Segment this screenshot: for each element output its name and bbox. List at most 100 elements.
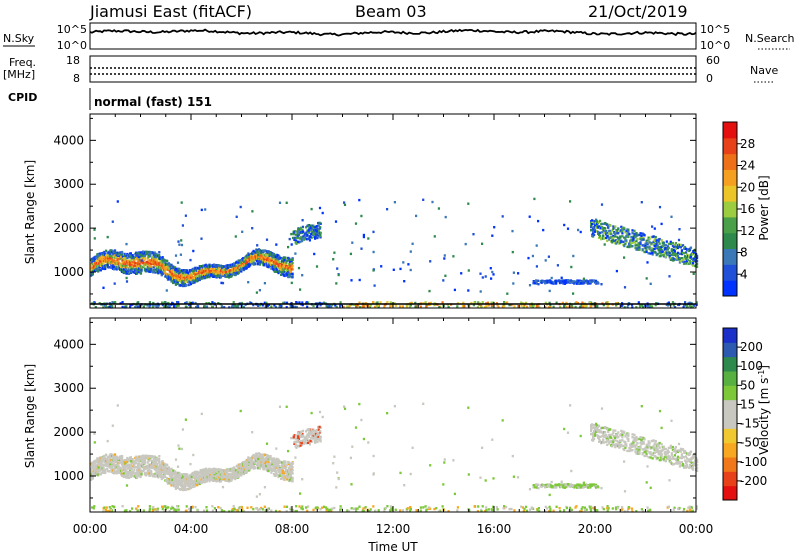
echo-cell [269, 262, 272, 265]
echo-cell [410, 301, 413, 305]
echo-cell [444, 274, 447, 277]
echo-cell [599, 231, 602, 234]
echo-cell [103, 463, 106, 467]
echo-cell [303, 238, 306, 241]
echo-cell [288, 274, 291, 278]
echo-cell [299, 237, 302, 240]
echo-cell [181, 277, 184, 280]
echo-cell [152, 304, 155, 307]
echo-cell [301, 231, 304, 235]
echo-cell [645, 277, 648, 280]
echo-cell [493, 226, 496, 229]
echo-cell [111, 462, 114, 465]
echo-cell [91, 475, 94, 478]
echo-cell [90, 269, 93, 272]
echo-cell [123, 458, 126, 462]
echo-cell [128, 261, 132, 264]
echo-cell [653, 251, 656, 254]
echo-cell [109, 252, 112, 255]
echo-cell [265, 260, 268, 263]
echo-cell [655, 239, 658, 242]
echo-cell [456, 305, 459, 308]
echo-cell [218, 268, 221, 271]
echo-cell [306, 237, 310, 240]
echo-cell [310, 207, 313, 211]
echo-cell [685, 253, 689, 256]
echo-cell [116, 471, 119, 474]
echo-cell [291, 262, 294, 265]
echo-cell [414, 305, 417, 308]
echo-cell [617, 232, 620, 235]
echo-cell [152, 475, 155, 478]
echo-cell [154, 475, 157, 478]
echo-cell [285, 201, 288, 204]
echo-cell [228, 265, 231, 269]
echo-cell [290, 232, 293, 236]
echo-cell [312, 228, 315, 232]
echo-cell [591, 280, 594, 283]
echo-cell [189, 280, 192, 283]
echo-cell [126, 272, 129, 275]
echo-cell [609, 224, 612, 227]
echo-cell [591, 223, 594, 226]
echo-cell [583, 304, 586, 308]
echo-cell [376, 304, 380, 307]
echo-cell [174, 276, 177, 280]
echo-cell [174, 283, 177, 286]
echo-cell [301, 301, 304, 304]
echo-cell [600, 203, 604, 206]
echo-cell [284, 263, 287, 266]
echo-cell [111, 305, 114, 308]
echo-cell [594, 279, 598, 283]
echo-cell [172, 469, 175, 472]
echo-cell [579, 282, 582, 285]
echo-cell [645, 250, 648, 254]
echo-cell [201, 275, 204, 278]
echo-cell [409, 304, 412, 307]
echo-cell [646, 261, 649, 264]
echo-cell [670, 253, 673, 256]
echo-cell [256, 249, 259, 252]
echo-cell [126, 268, 129, 271]
echo-cell [633, 232, 636, 236]
echo-cell [603, 237, 606, 240]
echo-cell [205, 302, 208, 305]
echo-cell [140, 268, 143, 272]
echo-cell [173, 304, 176, 307]
echo-cell [696, 254, 699, 258]
echo-cell [510, 303, 513, 307]
echo-cell [386, 208, 389, 211]
echo-cell [111, 255, 114, 259]
echo-cell [109, 257, 112, 260]
echo-cell [141, 460, 144, 463]
echo-cell [620, 239, 623, 242]
echo-cell [295, 239, 298, 242]
echo-cell [669, 242, 672, 246]
echo-cell [409, 268, 412, 272]
colorbar-tick-label: 28 [740, 137, 755, 151]
echo-cell [116, 200, 119, 203]
echo-cell [660, 250, 663, 254]
echo-cell [631, 229, 634, 232]
echo-cell [696, 259, 699, 263]
echo-cell [198, 278, 201, 282]
echo-cell [442, 279, 445, 282]
echo-cell [174, 470, 177, 473]
echo-cell [683, 260, 687, 263]
echo-cell [112, 457, 115, 460]
echo-cell [273, 265, 276, 268]
echo-cell [166, 265, 170, 268]
power-colorbar-title: Power [dB] [757, 175, 771, 240]
echo-cell [98, 255, 101, 258]
echo-cell [143, 254, 146, 258]
echo-cell [160, 475, 163, 478]
echo-cell [462, 301, 465, 304]
echo-cell [590, 221, 593, 224]
echo-cell [301, 303, 304, 307]
echo-cell [195, 277, 198, 280]
echo-cell [174, 274, 177, 278]
echo-cell [547, 280, 551, 283]
echo-cell [95, 460, 98, 463]
echo-cell [389, 305, 392, 308]
